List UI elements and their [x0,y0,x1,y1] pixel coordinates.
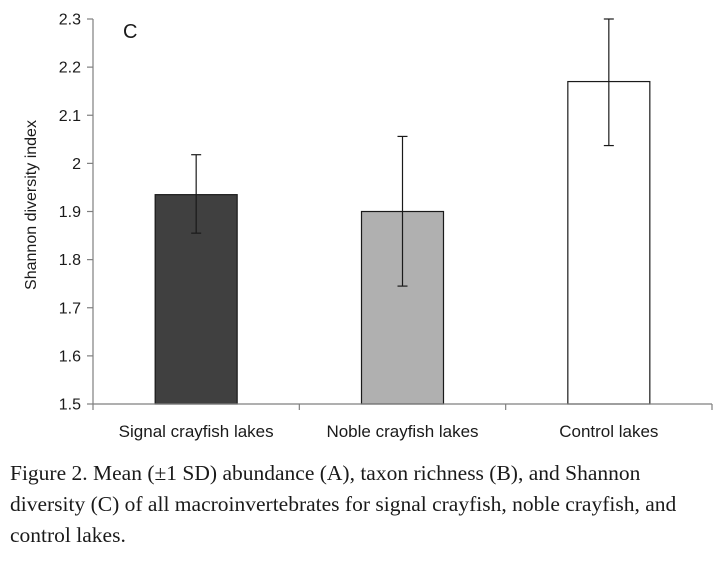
x-category-label: Control lakes [559,422,658,441]
y-tick-label: 1.8 [59,252,81,269]
bar-chart: 1.5 1.6 1.7 1.8 1.9 2 2.1 2.2 2.3 Signal crayfis… [23,12,713,441]
y-tick-label: 2.2 [59,60,81,77]
y-tick-label: 2.3 [59,12,81,29]
y-tick-label: 1.7 [59,300,81,317]
y-tick-label: 2 [72,156,81,173]
error-bar [603,18,614,147]
y-tick-label: 1.9 [59,204,81,221]
error-bar [397,135,408,287]
error-bar [191,154,202,234]
x-axis-category-labels: Signal crayfish lakes Noble crayfish lake… [119,422,659,441]
panel-label: C [123,21,137,43]
y-tick-label: 2.1 [59,108,81,125]
x-category-label: Noble crayfish lakes [326,422,478,441]
y-tick-label: 1.5 [59,397,81,414]
error-bars [191,18,614,287]
y-axis-ticks: 1.5 1.6 1.7 1.8 1.9 2 2.1 2.2 2.3 [59,12,93,414]
figure-caption: Figure 2. Mean (±1 SD) abundance (A), ta… [10,461,677,547]
x-category-label: Signal crayfish lakes [119,422,274,441]
y-axis-label: Shannon diversity index [23,120,40,290]
y-tick-label: 1.6 [59,348,81,365]
x-axis-ticks [92,404,713,410]
